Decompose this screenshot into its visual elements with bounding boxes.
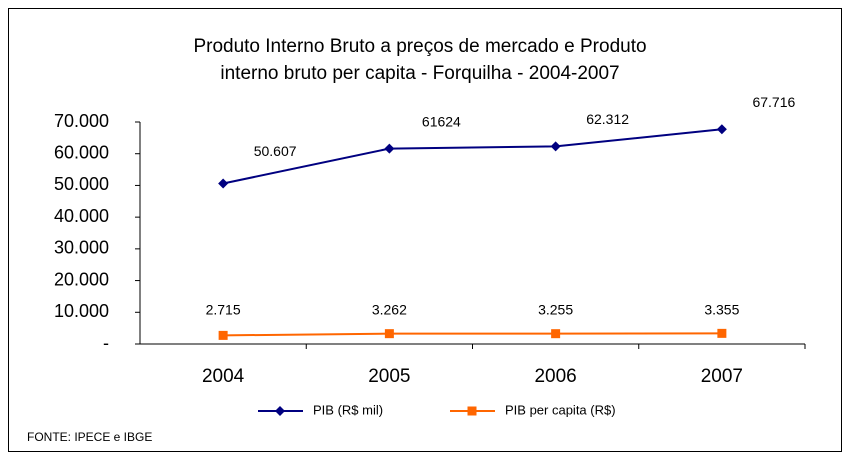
y-tick-label: 20.000 [54,269,109,289]
data-point [384,143,395,154]
data-label: 3.355 [704,302,739,318]
y-tick-label: 40.000 [54,206,109,226]
data-point [551,329,561,339]
x-tick-label: 2004 [202,366,245,387]
data-point [717,328,727,338]
y-tick-label: 10.000 [54,301,109,321]
x-tick-label: 2005 [368,366,410,387]
legend-marker [275,406,285,416]
chart-border [8,8,842,452]
legend-marker [467,406,477,416]
data-label: 3.255 [538,302,573,318]
data-point [384,329,394,339]
y-tick-label: 50.000 [54,174,109,194]
source-note: FONTE: IPECE e IBGE [27,430,152,444]
data-label: 3.262 [372,302,407,318]
y-tick-label: 60.000 [54,142,109,162]
x-tick-label: 2006 [534,366,576,387]
legend-label: PIB per capita (R$) [505,402,616,417]
data-label: 50.607 [254,143,297,159]
y-tick-label: 30.000 [54,238,109,258]
series-line [223,332,722,337]
legend-label: PIB (R$ mil) [313,402,383,417]
y-tick-label: - [103,333,109,353]
data-label: 67.716 [752,94,795,110]
series-line [222,128,722,185]
data-label: 2.715 [206,302,241,318]
data-point [716,124,727,135]
chart-title: interno bruto per capita - Forquilha - 2… [220,63,619,84]
data-point [218,178,229,189]
data-label: 61624 [422,113,461,129]
data-label: 62.312 [586,111,629,127]
data-point [218,330,228,340]
chart-title: Produto Interno Bruto a preços de mercad… [193,36,646,57]
x-tick-label: 2007 [701,366,743,387]
y-tick-label: 70.000 [54,111,109,131]
data-point [550,141,561,152]
